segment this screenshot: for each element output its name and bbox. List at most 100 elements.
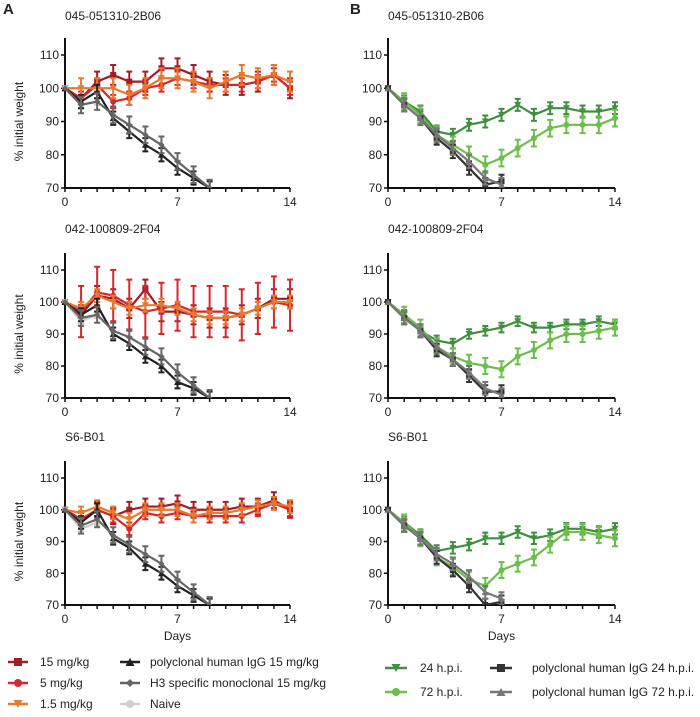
data-point: [126, 121, 133, 128]
data-point: [190, 78, 198, 85]
data-point: [449, 145, 457, 152]
y-tick-label: 90: [369, 115, 383, 129]
data-point: [384, 506, 392, 513]
data-point: [595, 327, 602, 334]
data-point: [416, 535, 424, 542]
legend-marker: [126, 679, 134, 687]
data-point: [547, 125, 554, 132]
data-point: [141, 141, 149, 148]
data-point: [174, 379, 181, 385]
data-point: [157, 363, 165, 369]
y-tick-label: 90: [46, 327, 60, 341]
x-axis-label: Days: [164, 629, 191, 643]
data-point: [174, 369, 181, 376]
legend-marker: [125, 658, 135, 666]
data-point: [530, 347, 537, 353]
data-point: [481, 118, 489, 125]
data-point: [174, 158, 181, 165]
data-point: [206, 395, 213, 398]
x-tick-label: 14: [283, 612, 297, 626]
x-tick-label: 0: [62, 612, 69, 626]
data-point: [141, 302, 149, 309]
data-point: [190, 311, 198, 318]
data-point: [190, 171, 197, 178]
chart-title: S6-B01: [65, 430, 105, 444]
chart-title: S6-B01: [388, 430, 428, 444]
legend-item: 24 h.p.i.: [385, 661, 463, 675]
data-point: [482, 602, 489, 605]
legend-marker: [392, 688, 400, 696]
y-tick-label: 110: [363, 48, 382, 62]
data-point: [190, 513, 198, 520]
y-tick-label: 70: [369, 181, 383, 195]
data-point: [286, 503, 294, 510]
data-point: [93, 292, 101, 299]
legend-marker: [496, 688, 506, 696]
data-point: [465, 573, 473, 580]
y-tick-label: 70: [46, 181, 60, 195]
series-1-5-mg-kg: [61, 288, 294, 326]
data-point: [433, 551, 441, 558]
data-point: [433, 343, 441, 350]
legend-item: polyclonal human IgG 24 h.p.i.: [490, 661, 694, 675]
y-axis-label: % initial weight: [12, 294, 26, 374]
data-point: [142, 131, 149, 138]
y-tick-label: 100: [362, 81, 382, 95]
data-point: [126, 78, 133, 85]
y-tick-label: 110: [363, 263, 382, 277]
data-point: [110, 532, 117, 539]
data-point: [141, 560, 149, 567]
series-polyclonal-human-igg-72-h-p-i-: [384, 85, 505, 188]
data-point: [125, 516, 133, 523]
series-h3-specific-monoclonal-15-mg-kg: [62, 85, 213, 188]
data-point: [612, 115, 618, 122]
legend-marker: [391, 664, 401, 672]
chart-panel-a-3: S6-B01 70 80 90 100 110 0 7 14 % initial weight Da…: [12, 430, 297, 643]
plot-area: [384, 506, 619, 605]
y-tick-label: 110: [40, 48, 59, 62]
x-axis-label: Days: [488, 629, 515, 643]
data-point: [125, 91, 133, 98]
legend-item: polyclonal human IgG 72 h.p.i.: [490, 685, 694, 699]
data-point: [579, 321, 587, 328]
data-point: [595, 121, 602, 128]
data-point: [125, 305, 133, 312]
legend-marker: [497, 664, 505, 672]
plot-area: [61, 265, 294, 398]
data-point: [546, 105, 554, 112]
x-tick-label: 14: [283, 405, 297, 419]
chart-title: 045-051310-2B06: [388, 9, 484, 23]
y-tick-label: 110: [363, 471, 382, 485]
legend-item: 1.5 mg/kg: [8, 697, 93, 711]
plot-area: [61, 491, 294, 605]
data-point: [449, 340, 457, 347]
data-point: [465, 331, 473, 337]
x-tick-label: 0: [62, 405, 69, 419]
data-point: [206, 185, 213, 188]
data-point: [416, 327, 424, 334]
data-point: [190, 589, 197, 596]
data-point: [546, 324, 554, 331]
data-point: [384, 85, 392, 92]
data-point: [514, 560, 521, 567]
panel-letter-a: A: [3, 1, 14, 18]
chart-panel-b-2: 042-100809-2F04 70 80 90 100 110 0 7 14: [362, 222, 622, 419]
y-tick-label: 110: [40, 471, 59, 485]
data-point: [611, 105, 619, 112]
data-point: [174, 506, 181, 513]
data-point: [481, 589, 489, 596]
data-point: [206, 85, 214, 92]
data-point: [400, 522, 408, 529]
data-point: [449, 544, 457, 551]
data-point: [449, 560, 457, 567]
legend-item: Naive: [120, 697, 181, 711]
plot-area: [61, 57, 294, 188]
data-point: [481, 327, 489, 334]
data-point: [157, 151, 165, 158]
series-1-5-mg-kg: [61, 496, 294, 527]
y-tick-label: 70: [369, 391, 383, 405]
x-tick-label: 14: [283, 195, 297, 209]
error-bar: [206, 178, 213, 188]
y-tick-label: 100: [362, 295, 382, 309]
data-point: [595, 108, 603, 115]
